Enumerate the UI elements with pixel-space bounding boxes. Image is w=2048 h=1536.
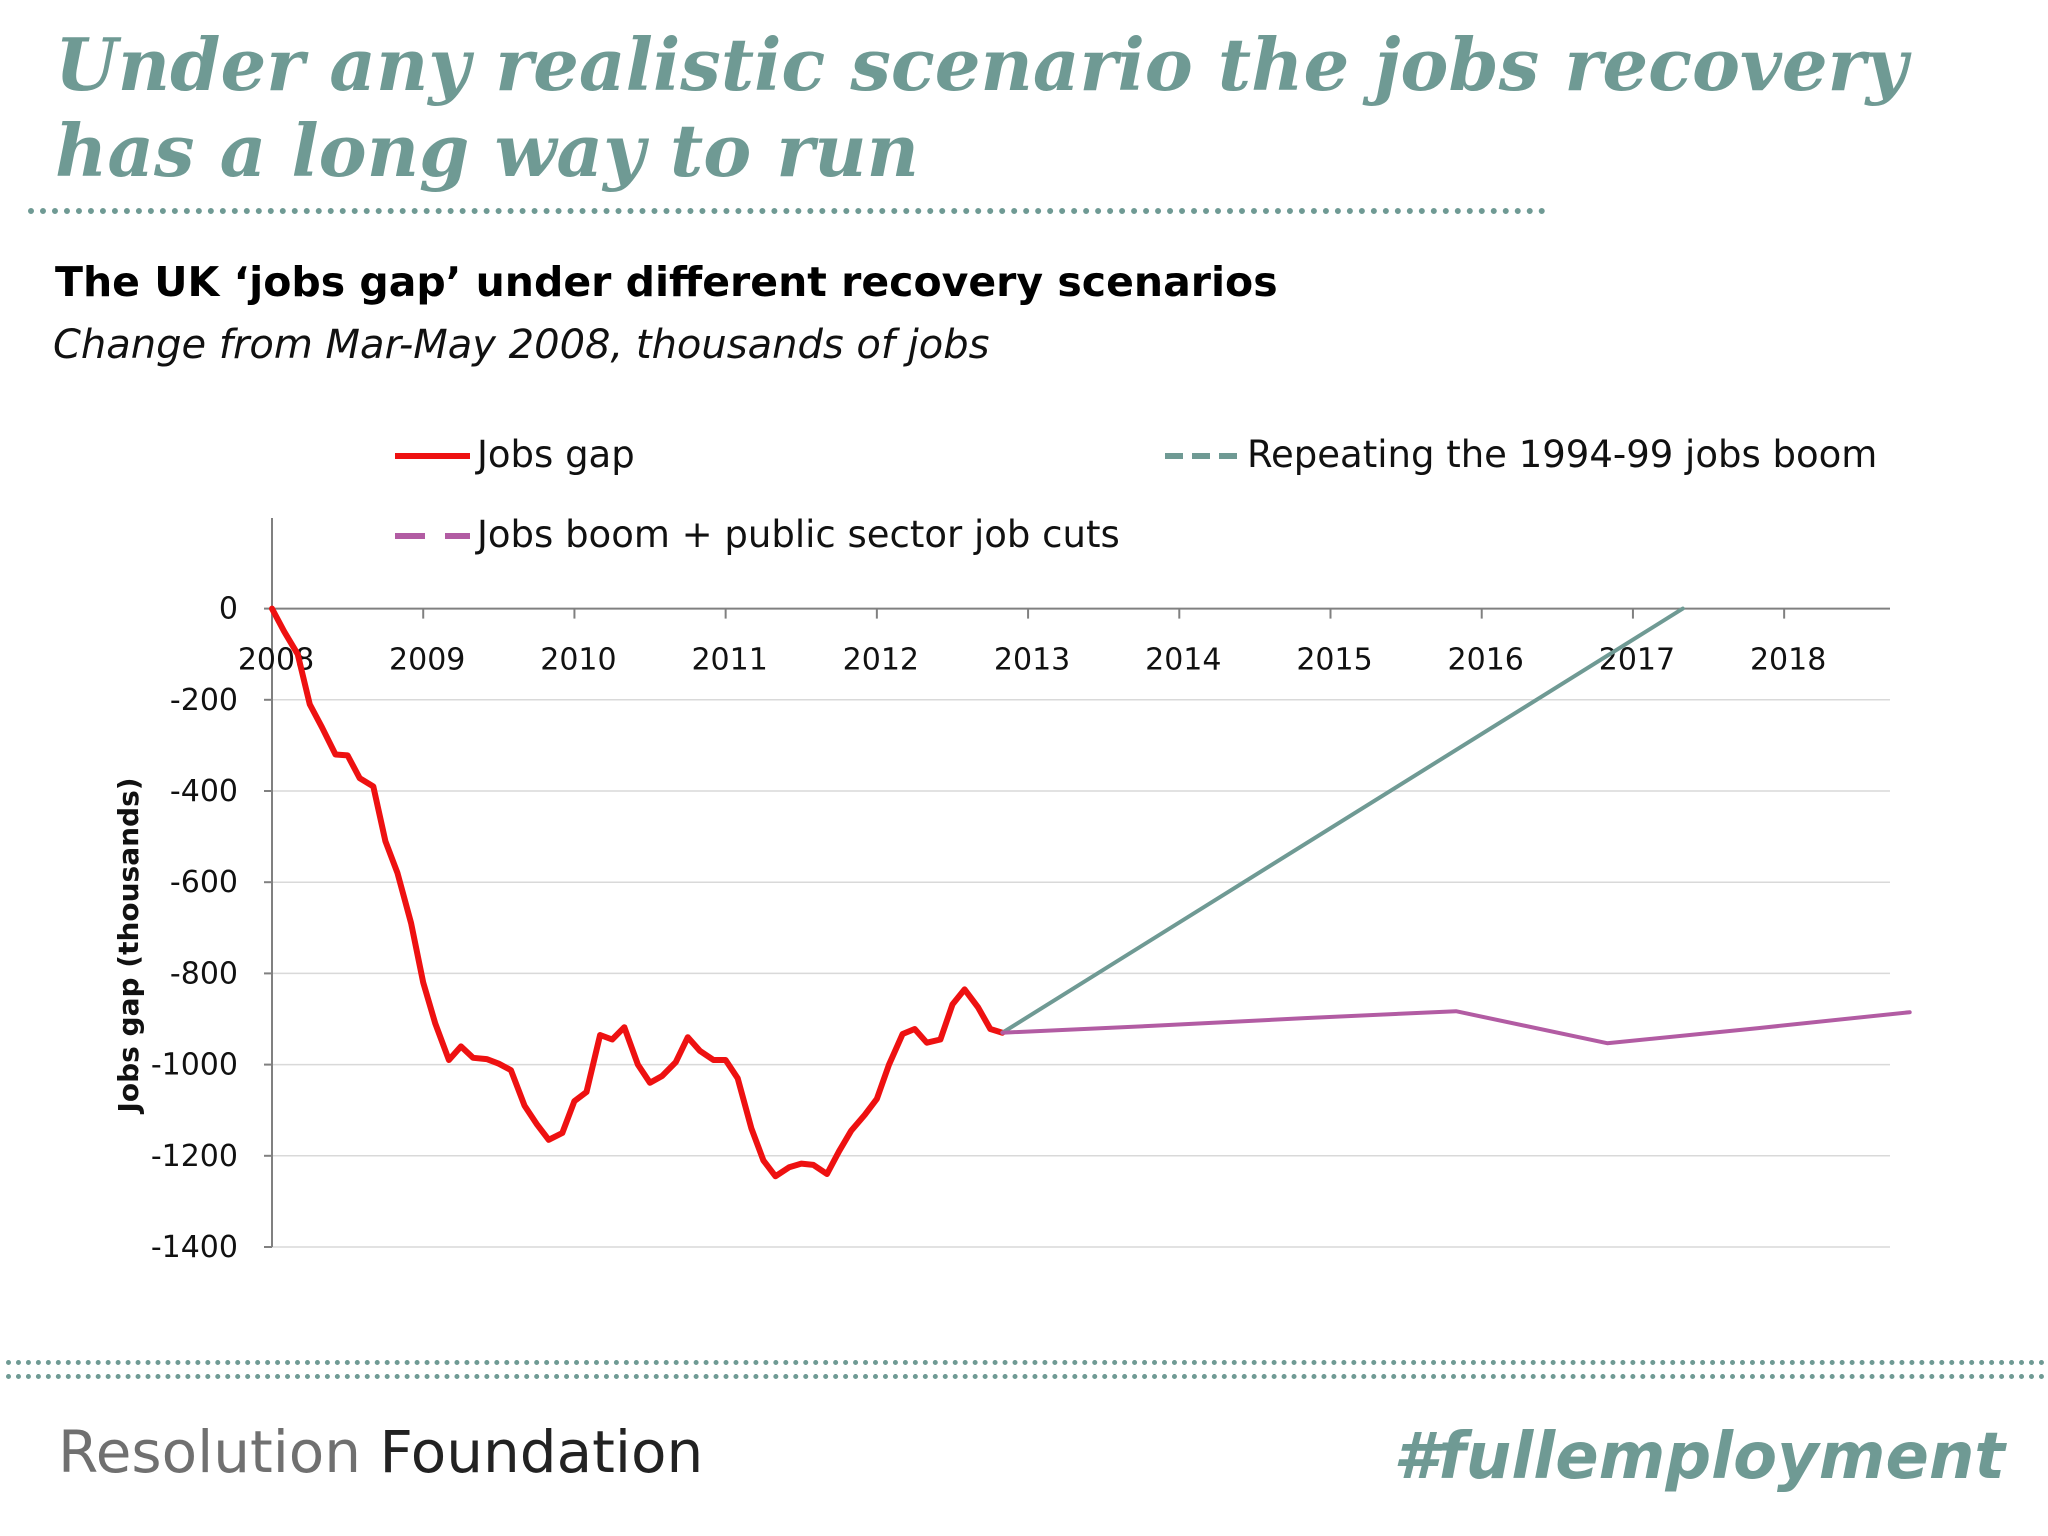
chart-subtitle: Change from Mar-May 2008, thousands of j… (53, 322, 990, 368)
y-tick-label: -600 (170, 865, 238, 900)
series-line-2 (1000, 1009, 1912, 1046)
x-tick-label: 2009 (389, 643, 465, 678)
y-axis-label: Jobs gap (thousands) (112, 777, 145, 1114)
x-tick-label: 2014 (1145, 643, 1221, 678)
y-tick-label: -1400 (151, 1230, 238, 1265)
x-tick-label: 2010 (540, 643, 616, 678)
chart-axes (264, 518, 1890, 1248)
x-tick-label: 2018 (1750, 643, 1826, 678)
chart-title: The UK ‘jobs gap’ under different recove… (55, 258, 1278, 306)
x-tick-label: 2016 (1448, 643, 1524, 678)
x-tick-labels: 2008 2009 2010 2011 2012 2013 2014 2015 2016 2017… (238, 643, 1827, 678)
bottom-dotted-divider-2 (6, 1374, 2046, 1379)
bottom-dotted-divider-1 (6, 1360, 2046, 1365)
brand-word-foundation: Foundation (379, 1418, 704, 1486)
y-tick-label: -1200 (151, 1139, 238, 1174)
chart-series (269, 605, 1912, 1180)
hashtag: #fullemployment (1393, 1420, 2005, 1494)
x-tick-label: 2017 (1599, 643, 1675, 678)
legend-label-0: Jobs gap (475, 433, 635, 476)
page-title: Under any realistic scenario the jobs re… (55, 22, 1908, 193)
chart-legend: Jobs gap Repeating the 1994-99 jobs boom J… (395, 433, 1877, 556)
x-tick-label: 2012 (843, 643, 919, 678)
top-dotted-divider (28, 208, 1546, 214)
y-tick-label: -400 (170, 774, 238, 809)
brand-logo: Resolution Foundation (58, 1418, 703, 1486)
chart-gridlines (272, 699, 1890, 1248)
y-tick-label: -1000 (151, 1048, 238, 1083)
series-line-1 (1000, 606, 1685, 1035)
x-tick-label: 2015 (1296, 643, 1372, 678)
series-line-0 (269, 605, 1006, 1180)
y-tick-label: -800 (170, 956, 238, 991)
x-tick-label: 2013 (994, 643, 1070, 678)
x-tick-label: 2011 (691, 643, 767, 678)
brand-word-resolution: Resolution (58, 1418, 362, 1486)
y-tick-labels: 0 -200 -400 -600 -800 -1000 -1200 -1400 (151, 592, 238, 1265)
legend-label-2: Jobs boom + public sector job cuts (475, 513, 1120, 556)
chart: Jobs gap Repeating the 1994-99 jobs boom J… (112, 433, 1912, 1265)
y-tick-label: -200 (170, 683, 238, 718)
y-tick-label: 0 (219, 592, 238, 627)
legend-label-1: Repeating the 1994-99 jobs boom (1247, 433, 1877, 476)
